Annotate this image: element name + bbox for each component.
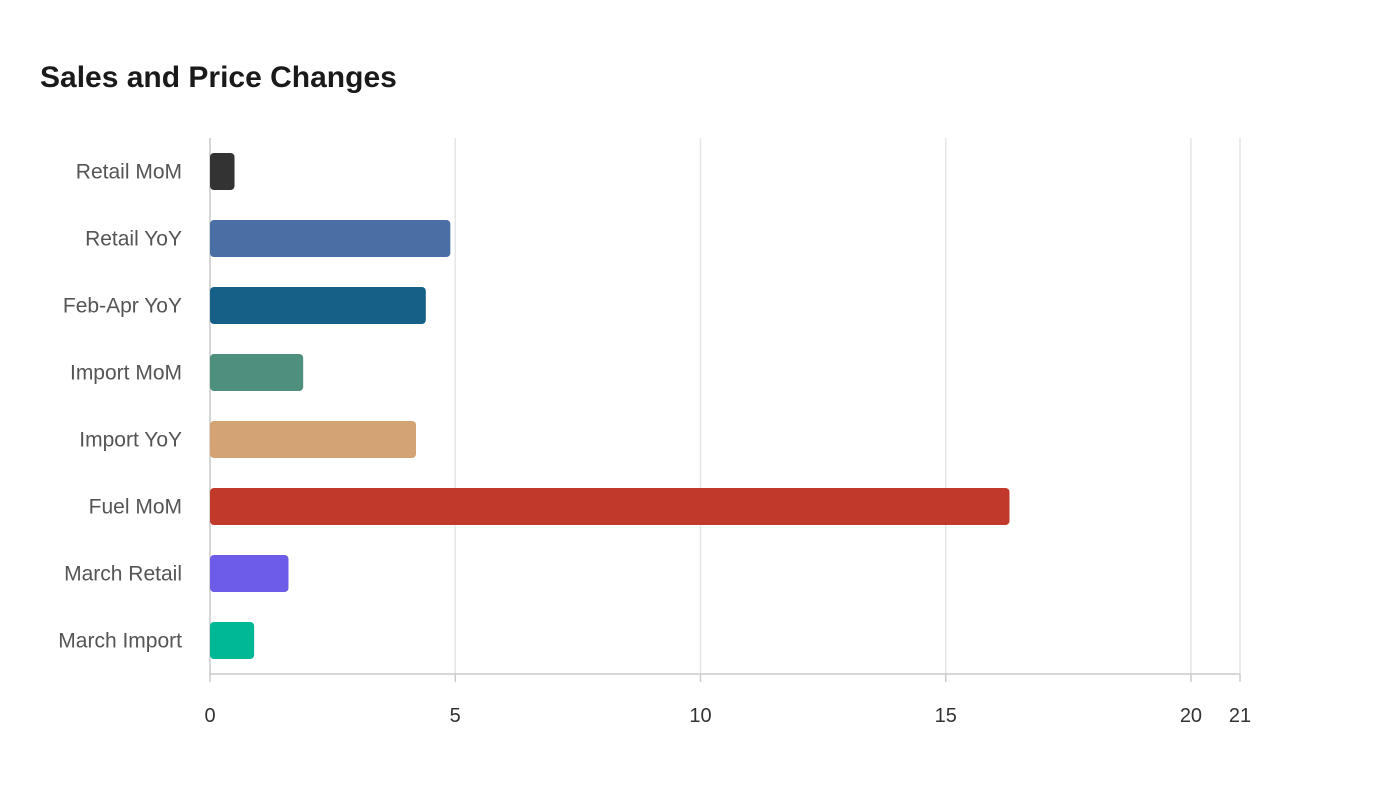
category-label: Retail YoY xyxy=(85,228,182,251)
category-label: Fuel MoM xyxy=(89,496,182,519)
chart-title: Sales and Price Changes xyxy=(40,61,397,94)
bar xyxy=(210,488,1010,525)
bar xyxy=(210,153,235,190)
x-tick-label: 21 xyxy=(1229,705,1251,727)
category-label: March Import xyxy=(58,630,182,653)
category-label: Import MoM xyxy=(70,362,182,385)
x-tick-label: 20 xyxy=(1180,705,1202,727)
category-label: March Retail xyxy=(64,563,182,586)
category-label: Retail MoM xyxy=(76,161,182,184)
bar xyxy=(210,354,304,391)
bar xyxy=(210,287,426,324)
category-label: Import YoY xyxy=(79,429,182,452)
x-tick-label: 5 xyxy=(450,705,461,727)
bar xyxy=(210,622,255,659)
x-tick-label: 15 xyxy=(935,705,957,727)
category-label: Feb-Apr YoY xyxy=(63,295,182,318)
x-tick-label: 0 xyxy=(204,705,215,727)
bar xyxy=(210,421,416,458)
bar xyxy=(210,555,289,592)
bar xyxy=(210,220,451,257)
x-tick-label: 10 xyxy=(689,705,711,727)
